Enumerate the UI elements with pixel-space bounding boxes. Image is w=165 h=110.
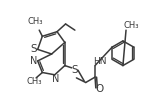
Text: S: S xyxy=(72,65,78,75)
Text: O: O xyxy=(96,84,104,94)
Text: CH₃: CH₃ xyxy=(28,16,43,26)
Text: N: N xyxy=(30,56,37,66)
Text: HN: HN xyxy=(93,57,106,66)
Text: CH₃: CH₃ xyxy=(124,21,139,30)
Text: N: N xyxy=(52,74,59,84)
Text: S: S xyxy=(31,44,37,54)
Text: CH₃: CH₃ xyxy=(26,77,42,86)
